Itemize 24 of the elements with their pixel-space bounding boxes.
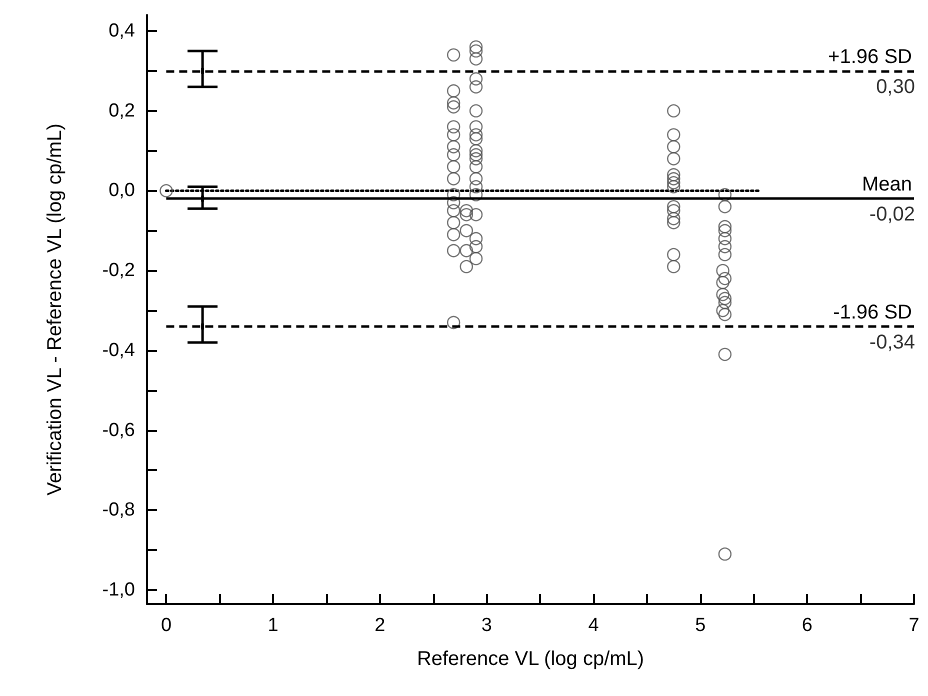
x-tick-label: 7 (908, 615, 920, 636)
y-tick-label: -1,0 (102, 580, 135, 601)
x-tick-label: 2 (374, 615, 386, 636)
x-tick-label: 4 (588, 615, 600, 636)
y-tick-label: -0,6 (102, 420, 135, 441)
y-tick-label: 0,4 (108, 20, 136, 42)
y-tick-label: 0,2 (108, 100, 135, 122)
x-tick-label: 6 (802, 615, 812, 636)
annotation: 0,30 (876, 76, 915, 98)
x-tick-label: 3 (481, 615, 492, 636)
annotation: -0,02 (869, 204, 915, 226)
x-axis-title: Reference VL (log cp/mL) (416, 648, 644, 670)
annotation: -0,34 (869, 331, 915, 354)
x-tick-label: 1 (268, 615, 278, 636)
ref-line-label: Mean (862, 174, 912, 196)
y-tick-label: -0,2 (102, 260, 135, 282)
y-axis-title: Verification VL - Reference VL (log cp/mL) (44, 123, 66, 496)
x-tick-label: 5 (695, 615, 706, 636)
y-tick-label: -0,8 (102, 500, 135, 521)
x-tick-label: 0 (160, 615, 172, 636)
ref-line-label: -1.96 SD (833, 301, 912, 324)
y-tick-label: 0,0 (108, 180, 135, 202)
y-tick-label: -0,4 (102, 340, 136, 361)
ref-line-label: +1.96 SD (828, 46, 912, 68)
